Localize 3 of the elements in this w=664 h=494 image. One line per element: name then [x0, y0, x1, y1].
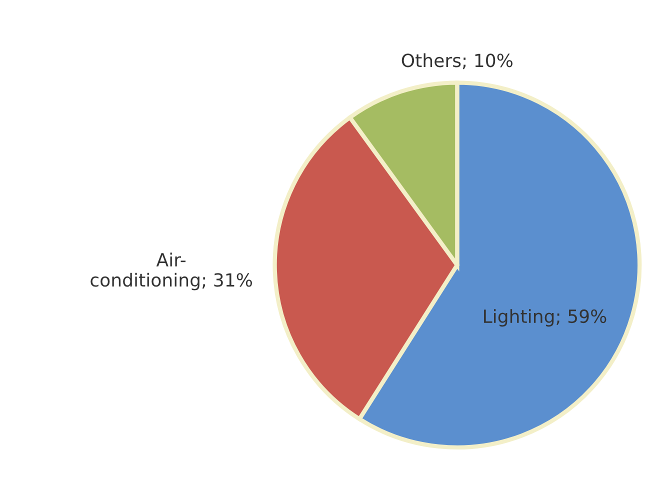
slice-label: Lighting; 59% — [484, 309, 606, 327]
slice-label: Others; 10% — [402, 53, 512, 70]
slice-label: Air-conditioning; 31% — [90, 252, 252, 290]
